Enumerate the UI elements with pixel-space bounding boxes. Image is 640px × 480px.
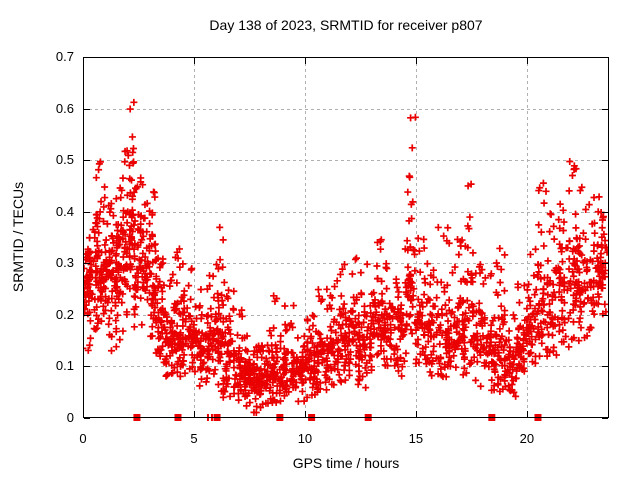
y-tick-label: 0.2: [55, 306, 74, 322]
y-tick-label: 0.4: [55, 203, 74, 219]
y-axis-label: SRMTID / TECUs: [10, 181, 26, 293]
y-tick-label: 0.1: [55, 358, 74, 374]
x-tick-label: 15: [408, 431, 424, 446]
x-tick-label: 0: [79, 431, 87, 446]
x-tick-label: 20: [519, 431, 535, 446]
x-tick-label: 10: [297, 431, 313, 446]
y-tick-label: 0.3: [55, 255, 74, 271]
y-tick-label: 0.7: [55, 49, 74, 64]
chart-title: Day 138 of 2023, SRMTID for receiver p80…: [209, 17, 483, 33]
y-tick-label: 0.6: [55, 100, 74, 116]
plot-area-canvas: [83, 57, 609, 429]
y-tick-label: 0.5: [55, 152, 74, 168]
x-tick-label: 5: [190, 431, 198, 446]
x-axis-label: GPS time / hours: [292, 455, 400, 471]
y-tick-label: 0: [66, 410, 74, 425]
